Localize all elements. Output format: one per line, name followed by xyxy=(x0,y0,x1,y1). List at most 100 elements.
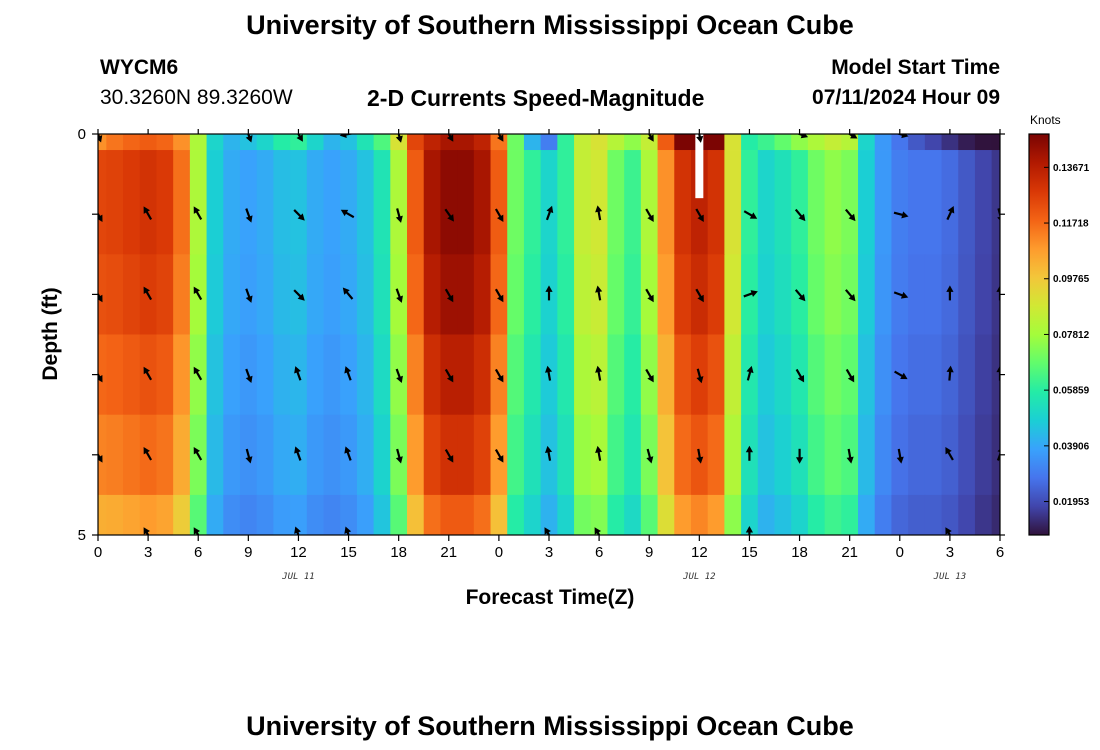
heatmap-cell xyxy=(724,414,742,496)
heatmap-cell xyxy=(574,414,592,496)
heatmap-cell xyxy=(874,334,893,416)
heatmap-cell xyxy=(173,254,191,335)
current-vector xyxy=(245,368,253,384)
current-vector xyxy=(894,370,908,380)
heatmap-cell xyxy=(757,134,776,151)
current-vector xyxy=(896,448,904,464)
vector-head xyxy=(545,365,553,373)
vector-head xyxy=(647,214,654,222)
heatmap-cell xyxy=(256,414,274,496)
heatmap-cell xyxy=(523,414,542,496)
heatmap-cell xyxy=(340,494,358,535)
current-vector xyxy=(293,209,305,221)
heatmap-cell xyxy=(858,494,876,535)
heatmap-cell xyxy=(273,494,291,535)
heatmap-cell xyxy=(373,134,391,151)
heatmap-cell xyxy=(807,414,826,496)
vector-head xyxy=(446,134,454,142)
heatmap-cell xyxy=(757,254,776,335)
current-vector xyxy=(444,288,454,303)
current-vector xyxy=(845,208,856,222)
heatmap-cell xyxy=(757,494,776,535)
heatmap-cell xyxy=(457,254,475,335)
vector-head xyxy=(344,366,352,374)
current-vector xyxy=(143,286,153,301)
heatmap-cell xyxy=(423,134,442,151)
heatmap-cell xyxy=(223,334,241,416)
heatmap-cell xyxy=(657,134,675,151)
x-tick-label: 0 xyxy=(495,544,503,561)
heatmap-cell xyxy=(974,494,993,535)
current-vector xyxy=(696,134,704,143)
heatmap-cell xyxy=(624,150,642,255)
vector-head xyxy=(143,527,150,535)
current-vector xyxy=(294,134,303,142)
heatmap-cell xyxy=(624,134,642,151)
vector-head xyxy=(746,365,754,374)
heatmap-cell xyxy=(607,414,625,496)
vector-head xyxy=(344,446,352,454)
colorbar-tick-label: 0.07812 xyxy=(1053,330,1090,341)
vector-head xyxy=(143,366,150,375)
heatmap-cell xyxy=(273,254,291,335)
heatmap-cell xyxy=(824,414,842,496)
heatmap-cell xyxy=(557,414,575,496)
heatmap-cell xyxy=(507,134,525,151)
heatmap-cell xyxy=(724,494,742,535)
current-vector xyxy=(294,366,302,381)
heatmap-cell xyxy=(924,254,943,335)
vector-head xyxy=(446,294,454,303)
heatmap-cell xyxy=(707,134,725,151)
current-vector xyxy=(793,134,809,139)
heatmap-cell xyxy=(974,334,993,416)
current-vector xyxy=(595,285,603,301)
heatmap-cell xyxy=(139,494,158,535)
heatmap-cell xyxy=(791,494,809,535)
vector-head xyxy=(497,214,504,222)
station-coords: 30.3260N 89.3260W xyxy=(100,86,293,109)
current-vector xyxy=(342,287,354,300)
current-vector xyxy=(794,208,806,222)
heatmap-cell xyxy=(407,494,425,535)
current-vector xyxy=(945,527,954,535)
heatmap-cell xyxy=(624,334,642,416)
x-tick-label: 9 xyxy=(244,544,252,561)
heatmap-cell xyxy=(774,254,792,335)
heatmap-cell xyxy=(941,150,959,255)
heatmap-cell xyxy=(974,150,993,255)
vector-head xyxy=(245,295,253,303)
vector-head xyxy=(446,374,454,383)
heatmap-cell xyxy=(473,254,492,335)
heatmap-cell xyxy=(540,494,558,535)
vector-head xyxy=(745,526,753,533)
current-vector xyxy=(395,134,403,143)
heatmap-cell xyxy=(373,494,391,535)
x-tick-label: 6 xyxy=(194,544,202,561)
current-vector xyxy=(344,446,352,461)
heatmap-cell xyxy=(557,134,575,151)
heatmap-cell xyxy=(373,334,391,416)
heatmap-cell xyxy=(139,134,158,151)
heatmap-cell xyxy=(290,494,308,535)
current-vector xyxy=(143,447,153,461)
heatmap-cell xyxy=(657,494,675,535)
current-vector xyxy=(98,449,103,463)
heatmap-cell xyxy=(206,414,224,496)
heatmap-cell xyxy=(640,150,659,255)
current-vector xyxy=(143,527,153,535)
heatmap-cell xyxy=(974,414,993,496)
vector-head xyxy=(294,526,301,534)
heatmap-cell xyxy=(273,150,291,255)
heatmap-cell xyxy=(607,494,625,535)
vector-head xyxy=(798,213,806,222)
current-vector xyxy=(594,527,604,535)
vector-head xyxy=(997,215,1000,223)
vector-head xyxy=(595,445,603,453)
current-vectors xyxy=(98,134,1000,535)
heatmap-cell xyxy=(123,414,141,496)
heatmap-cell xyxy=(858,254,876,335)
vector-head xyxy=(946,285,954,292)
current-vector xyxy=(245,288,253,303)
heatmap-cell xyxy=(239,150,258,255)
